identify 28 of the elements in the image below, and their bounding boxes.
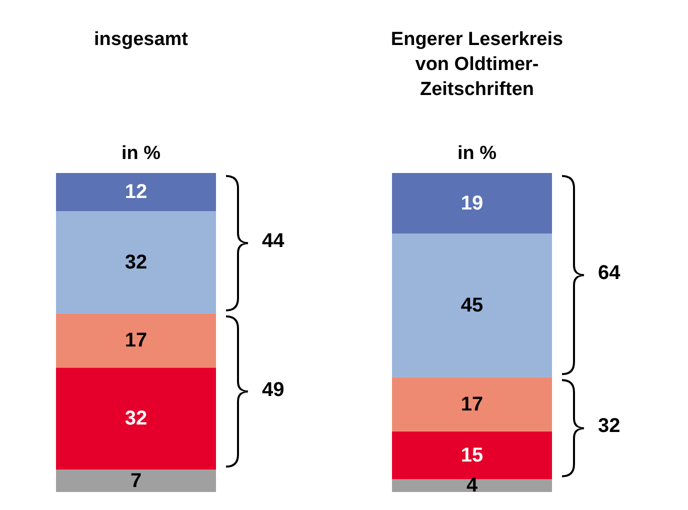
text: 49 [262, 378, 284, 402]
bar [392, 173, 552, 234]
bar [56, 211, 216, 314]
data-label: 12 [124, 181, 148, 204]
chart-title: Engerer Leserkreis von Oldtimer- Zeitschriften [390, 29, 564, 100]
data-label: 32 [124, 408, 148, 430]
text: 44 [262, 230, 284, 254]
data-label: 4 [466, 474, 478, 497]
bar [392, 234, 552, 378]
data-label: 17 [124, 329, 148, 352]
bar [392, 431, 552, 480]
bar [56, 470, 216, 492]
text: 32 [598, 415, 620, 438]
bar [56, 313, 216, 368]
chart-title: insgesamt [94, 29, 189, 50]
data-label: 15 [460, 444, 484, 466]
chart-subtitle: in % [457, 143, 497, 164]
data-label: 45 [460, 294, 484, 316]
data-label: 32 [124, 251, 148, 274]
data-label: 17 [460, 393, 484, 416]
bar [392, 377, 552, 432]
chart-subtitle: in % [121, 143, 161, 164]
bar [56, 368, 216, 470]
bar [56, 173, 216, 212]
data-label: 7 [130, 470, 142, 492]
data-label: 19 [460, 192, 484, 214]
bar [392, 479, 552, 492]
text: 64 [598, 262, 620, 286]
